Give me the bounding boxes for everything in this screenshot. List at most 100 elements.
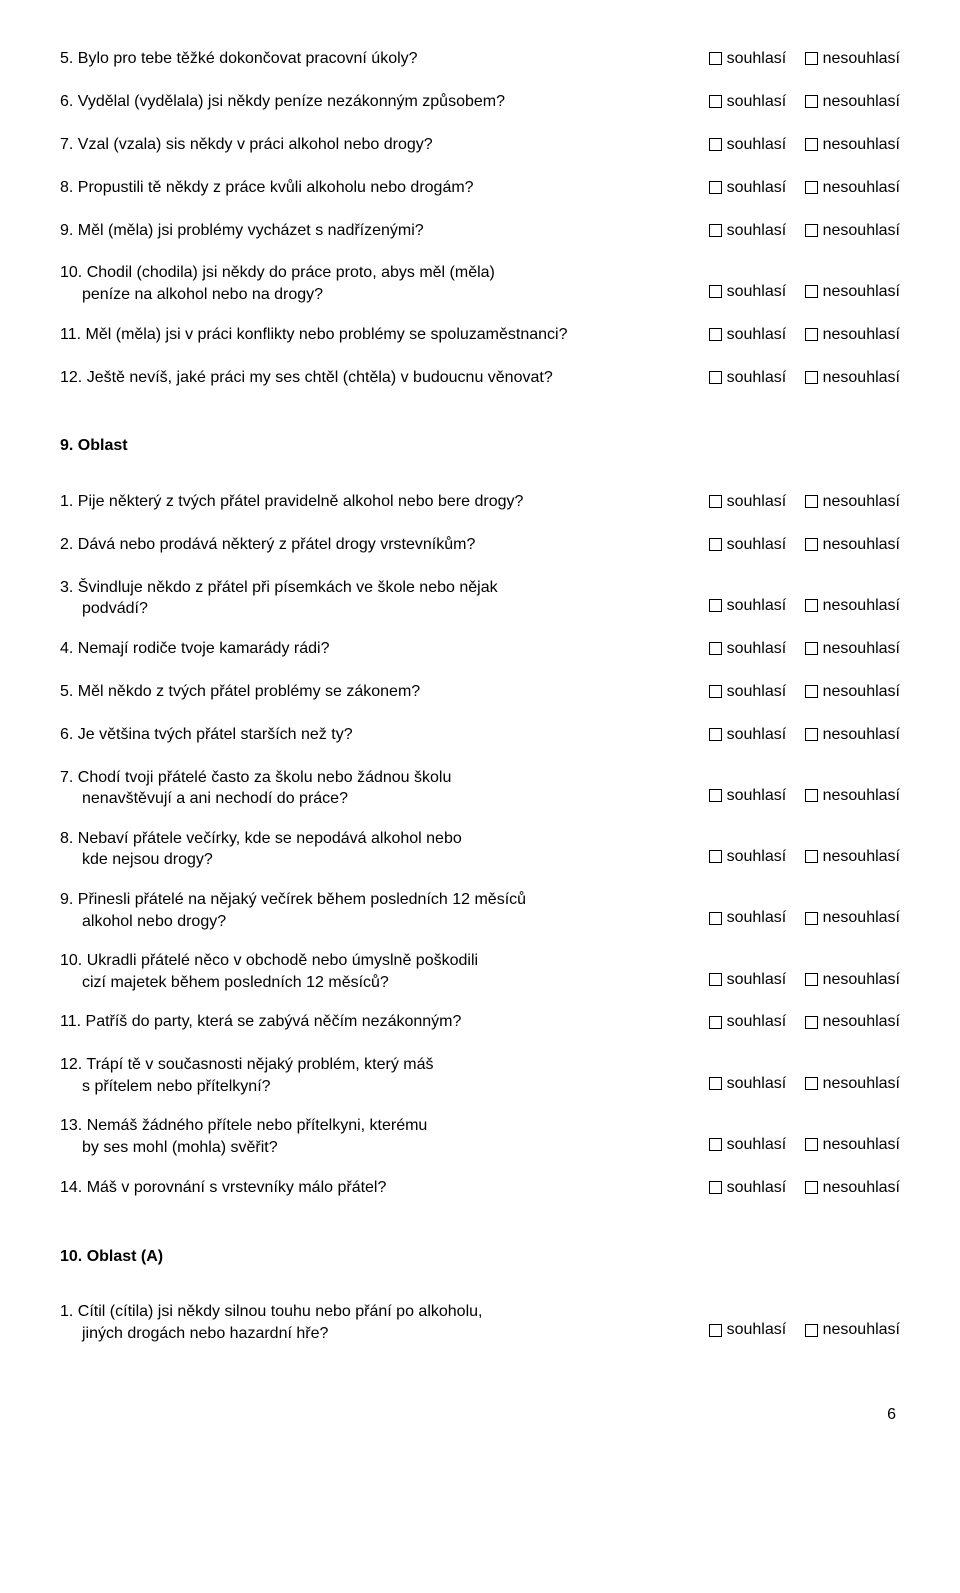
option-agree[interactable]: souhlasí [709,724,787,746]
section-a-continued: 5. Bylo pro tebe těžké dokončovat pracov… [60,48,900,391]
answer-group: souhlasí nesouhlasí [709,1134,900,1159]
checkbox-icon [805,285,818,298]
question-text: 13. Nemáš žádného přítele nebo přítelkyn… [60,1115,709,1158]
checkbox-icon [805,789,818,802]
option-disagree[interactable]: nesouhlasí [805,534,900,556]
checkbox-icon [709,912,722,925]
option-agree[interactable]: souhlasí [709,1011,787,1033]
checkbox-icon [805,685,818,698]
option-disagree[interactable]: nesouhlasí [805,1319,900,1341]
option-disagree[interactable]: nesouhlasí [805,681,900,703]
option-disagree[interactable]: nesouhlasí [805,846,900,868]
question-text: 11. Patříš do party, která se zabývá něč… [60,1011,709,1033]
checkbox-icon [805,850,818,863]
question-text: 8. Propustili tě někdy z práce kvůli alk… [60,177,709,199]
checkbox-icon [709,52,722,65]
question-text: 7. Vzal (vzala) sis někdy v práci alkoho… [60,134,709,156]
option-disagree[interactable]: nesouhlasí [805,48,900,70]
option-disagree[interactable]: nesouhlasí [805,177,900,199]
answer-group: souhlasí nesouhlasí [709,177,900,202]
option-disagree[interactable]: nesouhlasí [805,724,900,746]
option-disagree[interactable]: nesouhlasí [805,324,900,346]
option-agree[interactable]: souhlasí [709,969,787,991]
question-row: 3. Švindluje někdo z přátel při písemkác… [60,577,900,620]
option-agree[interactable]: souhlasí [709,1177,787,1199]
checkbox-icon [709,538,722,551]
option-disagree[interactable]: nesouhlasí [805,134,900,156]
checkbox-icon [709,328,722,341]
option-agree[interactable]: souhlasí [709,91,787,113]
option-agree[interactable]: souhlasí [709,846,787,868]
option-agree[interactable]: souhlasí [709,1134,787,1156]
option-agree[interactable]: souhlasí [709,681,787,703]
question-row: 5. Měl někdo z tvých přátel problémy se … [60,681,900,706]
option-disagree[interactable]: nesouhlasí [805,969,900,991]
option-disagree[interactable]: nesouhlasí [805,1134,900,1156]
option-disagree[interactable]: nesouhlasí [805,1177,900,1199]
option-agree[interactable]: souhlasí [709,220,787,242]
option-disagree[interactable]: nesouhlasí [805,281,900,303]
checkbox-icon [709,1181,722,1194]
checkbox-icon [709,1138,722,1151]
option-agree[interactable]: souhlasí [709,367,787,389]
option-agree[interactable]: souhlasí [709,1073,787,1095]
question-text: 12. Ještě nevíš, jaké práci my ses chtěl… [60,367,709,389]
option-disagree[interactable]: nesouhlasí [805,1011,900,1033]
option-disagree[interactable]: nesouhlasí [805,1073,900,1095]
option-agree[interactable]: souhlasí [709,1319,787,1341]
question-row: 6. Je většina tvých přátel starších než … [60,724,900,749]
checkbox-icon [805,371,818,384]
option-agree[interactable]: souhlasí [709,907,787,929]
question-row: 8. Propustili tě někdy z práce kvůli alk… [60,177,900,202]
option-disagree[interactable]: nesouhlasí [805,220,900,242]
checkbox-icon [709,728,722,741]
checkbox-icon [805,95,818,108]
option-agree[interactable]: souhlasí [709,534,787,556]
option-agree[interactable]: souhlasí [709,324,787,346]
answer-group: souhlasí nesouhlasí [709,1073,900,1098]
question-row: 5. Bylo pro tebe těžké dokončovat pracov… [60,48,900,73]
checkbox-icon [709,850,722,863]
checkbox-icon [709,285,722,298]
checkbox-icon [709,495,722,508]
answer-group: souhlasí nesouhlasí [709,785,900,810]
answer-group: souhlasí nesouhlasí [709,846,900,871]
answer-group: souhlasí nesouhlasí [709,91,900,116]
checkbox-icon [709,685,722,698]
question-text: 12. Trápí tě v současnosti nějaký problé… [60,1054,709,1097]
option-disagree[interactable]: nesouhlasí [805,367,900,389]
option-agree[interactable]: souhlasí [709,595,787,617]
checkbox-icon [709,1077,722,1090]
option-disagree[interactable]: nesouhlasí [805,907,900,929]
option-agree[interactable]: souhlasí [709,281,787,303]
checkbox-icon [805,181,818,194]
option-disagree[interactable]: nesouhlasí [805,785,900,807]
checkbox-icon [709,973,722,986]
option-disagree[interactable]: nesouhlasí [805,638,900,660]
question-row: 10. Chodil (chodila) jsi někdy do práce … [60,262,900,305]
question-text: 6. Je většina tvých přátel starších než … [60,724,709,746]
option-agree[interactable]: souhlasí [709,134,787,156]
checkbox-icon [709,95,722,108]
answer-group: souhlasí nesouhlasí [709,1177,900,1202]
question-row: 2. Dává nebo prodává některý z přátel dr… [60,534,900,559]
option-disagree[interactable]: nesouhlasí [805,595,900,617]
option-agree[interactable]: souhlasí [709,785,787,807]
option-agree[interactable]: souhlasí [709,48,787,70]
option-disagree[interactable]: nesouhlasí [805,491,900,513]
answer-group: souhlasí nesouhlasí [709,1011,900,1036]
option-agree[interactable]: souhlasí [709,491,787,513]
checkbox-icon [709,642,722,655]
question-row: 6. Vydělal (vydělala) jsi někdy peníze n… [60,91,900,116]
checkbox-icon [805,599,818,612]
checkbox-icon [805,224,818,237]
checkbox-icon [805,1324,818,1337]
checkbox-icon [805,538,818,551]
checkbox-icon [709,138,722,151]
option-agree[interactable]: souhlasí [709,638,787,660]
option-agree[interactable]: souhlasí [709,177,787,199]
question-text: 14. Máš v porovnání s vrstevníky málo př… [60,1177,709,1199]
option-disagree[interactable]: nesouhlasí [805,91,900,113]
answer-group: souhlasí nesouhlasí [709,907,900,932]
question-text: 9. Měl (měla) jsi problémy vycházet s na… [60,220,709,242]
